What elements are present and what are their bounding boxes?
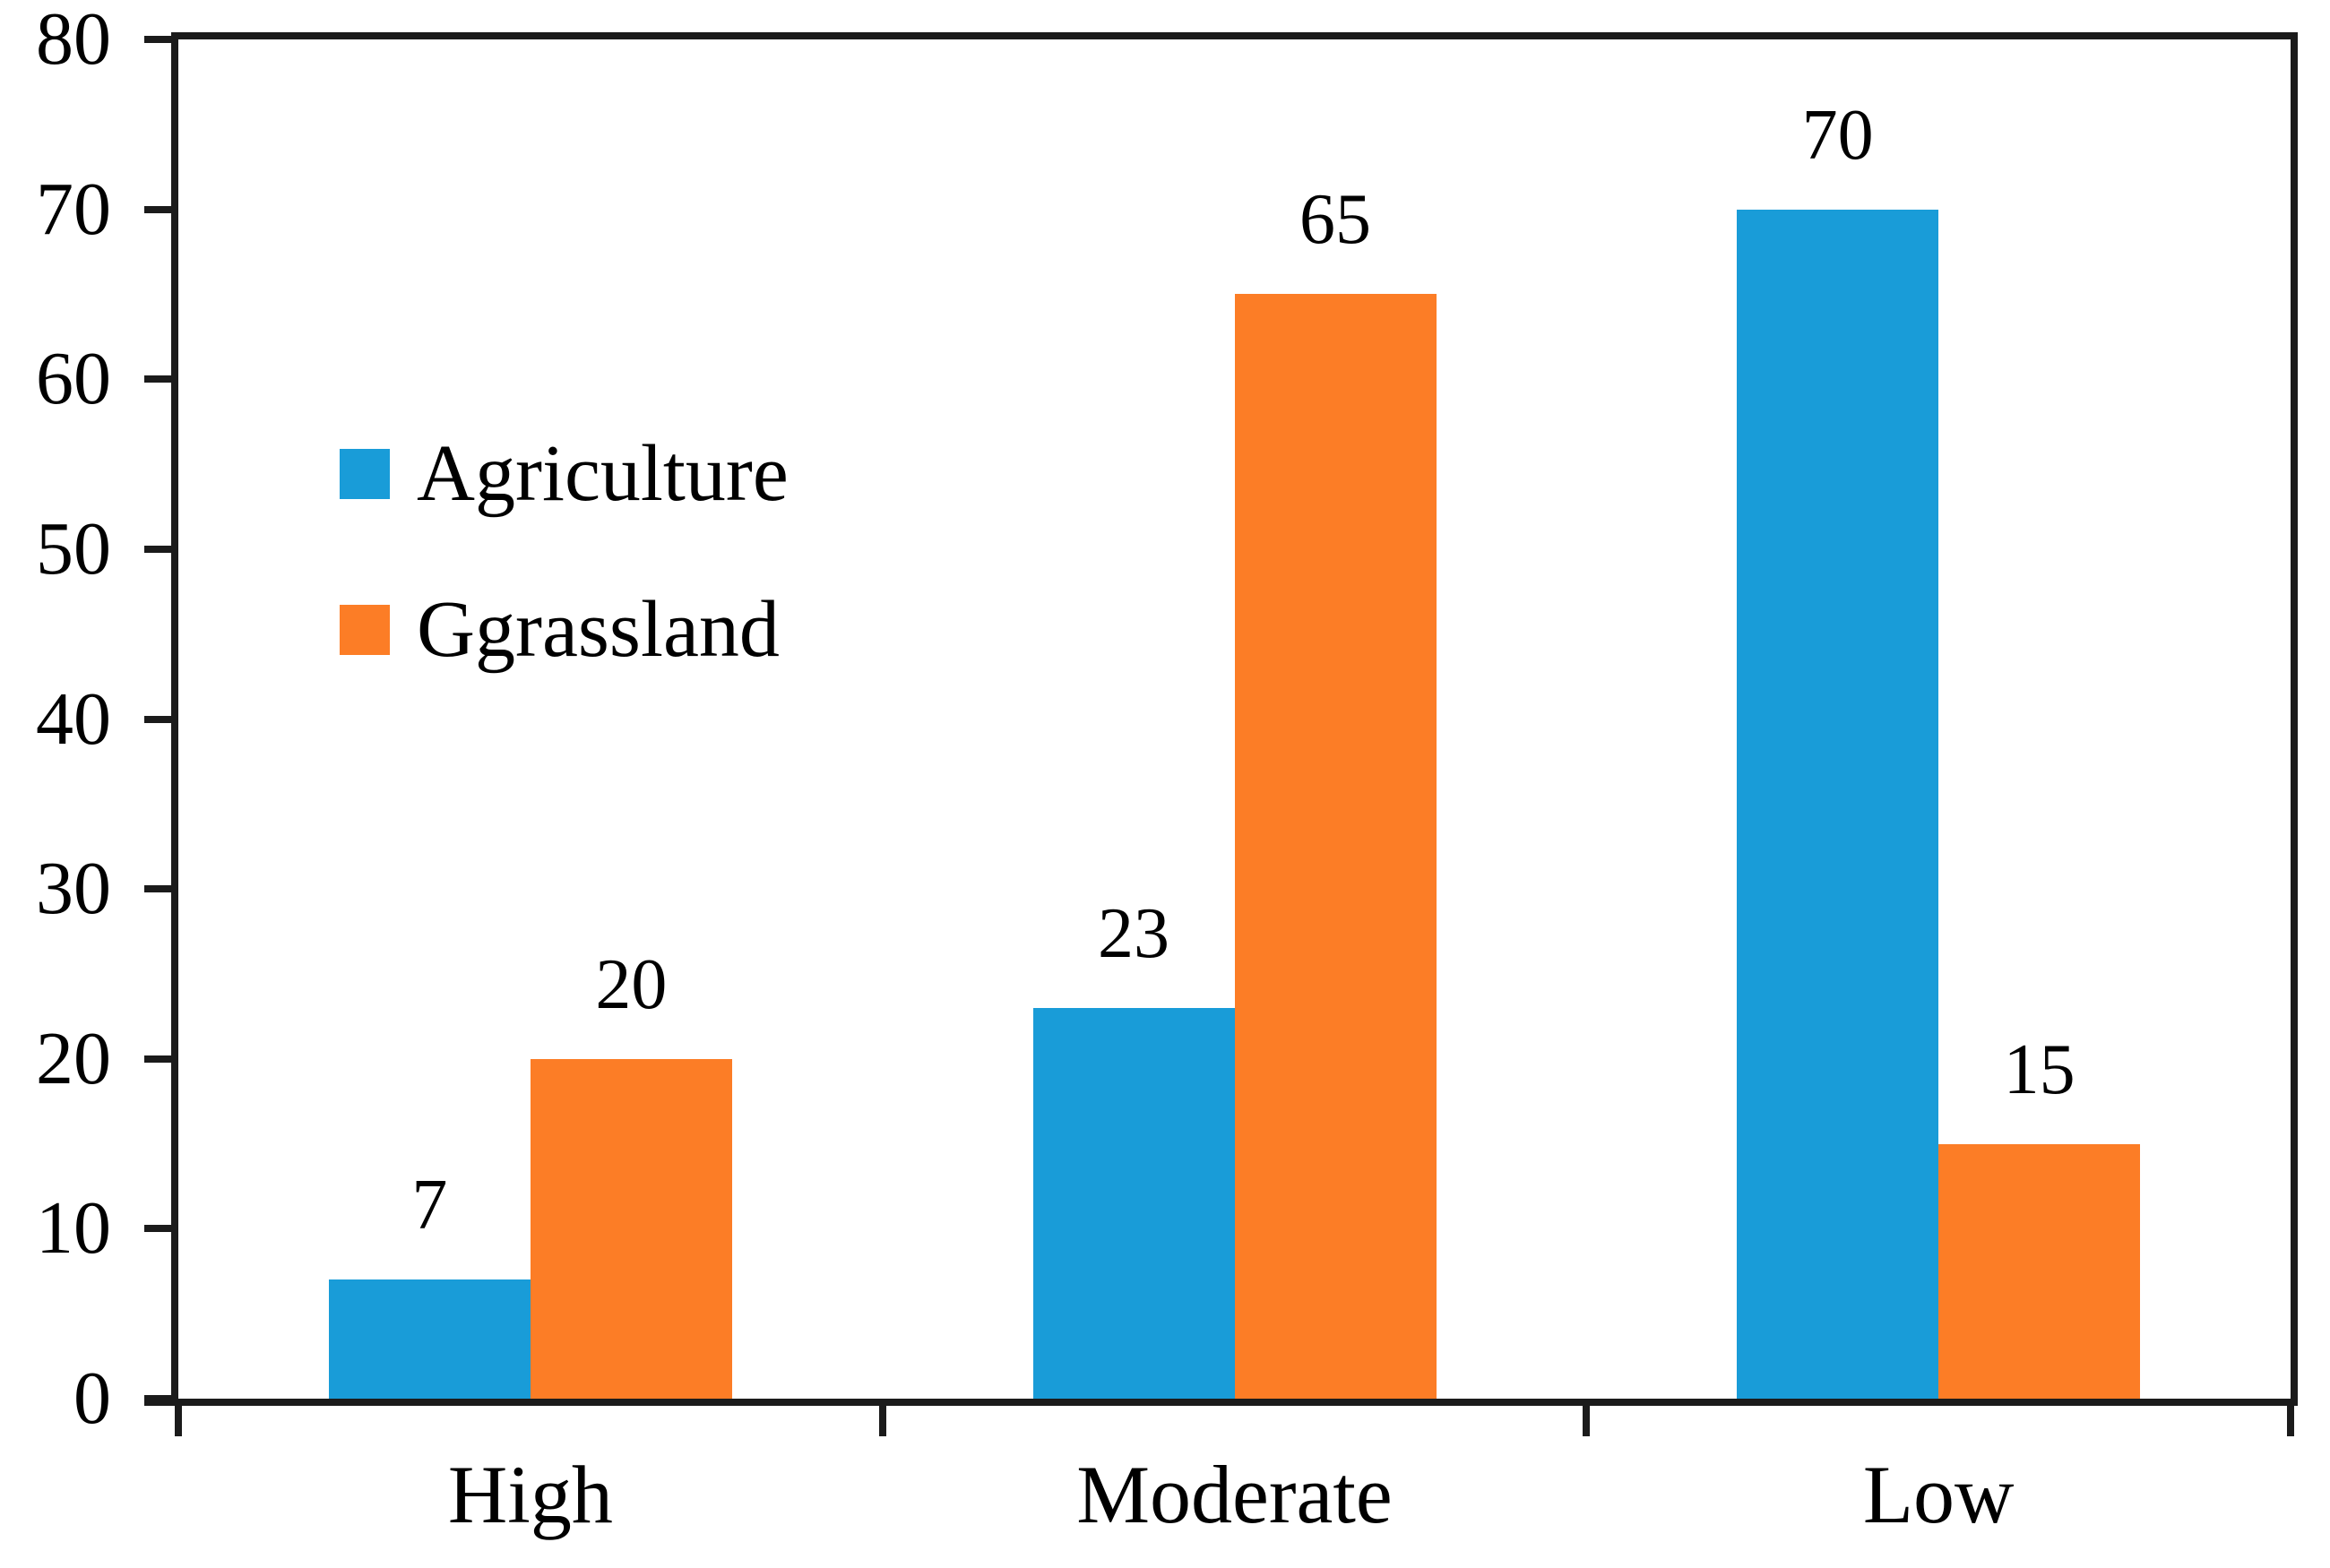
legend-item-agriculture: Agriculture xyxy=(340,425,789,523)
y-axis-tick xyxy=(144,205,171,213)
y-axis-tick xyxy=(144,36,171,43)
category-label-low: Low xyxy=(1862,1449,2015,1540)
y-axis-tick-label: 30 xyxy=(36,847,111,931)
y-axis-tick xyxy=(144,885,171,893)
bar-ggrassland-high: 20 xyxy=(530,945,732,1399)
y-axis-tick-label: 60 xyxy=(36,337,111,421)
x-axis-tick xyxy=(2287,1406,2294,1436)
bar-groups: 7 20 23 65 70 15 xyxy=(178,39,2291,1399)
plot-area: 7 20 23 65 70 15 Agriculture Ggrassland 0 10 20 3… xyxy=(36,0,2298,1540)
x-axis-tick xyxy=(878,1406,886,1436)
bar-group-high: 7 20 xyxy=(178,39,883,1399)
y-axis-tick-label: 80 xyxy=(36,0,111,81)
category-label-moderate: Moderate xyxy=(1076,1449,1393,1540)
bar-group-moderate: 23 65 xyxy=(883,39,1587,1399)
bar-agriculture-low: 70 xyxy=(1737,96,1939,1399)
y-axis-tick-label: 10 xyxy=(36,1186,111,1271)
legend-swatch-icon xyxy=(340,605,390,655)
x-axis-tick xyxy=(175,1406,182,1436)
y-axis-tick xyxy=(144,715,171,723)
bar-value-label: 65 xyxy=(1299,180,1371,260)
bar-value-label: 23 xyxy=(1098,893,1169,973)
y-axis-tick-label: 20 xyxy=(36,1016,111,1100)
bar-value-label: 15 xyxy=(2003,1030,2075,1109)
legend-label: Agriculture xyxy=(417,429,789,518)
y-axis-tick xyxy=(144,545,171,553)
legend-label: Ggrassland xyxy=(417,585,780,674)
y-axis-tick-label: 70 xyxy=(36,167,111,251)
bar-ggrassland-moderate: 65 xyxy=(1234,180,1437,1399)
y-axis-tick xyxy=(144,1225,171,1233)
y-axis-tick xyxy=(144,1055,171,1063)
category-label-high: High xyxy=(447,1449,613,1540)
y-axis-tick-label: 40 xyxy=(36,676,111,761)
legend-item-ggrassland: Ggrassland xyxy=(340,581,789,679)
bar-value-label: 70 xyxy=(1801,95,1874,175)
bar-agriculture-high: 7 xyxy=(328,1166,531,1399)
y-axis-tick-label: 0 xyxy=(73,1357,111,1440)
bar-agriculture-moderate: 23 xyxy=(1032,894,1235,1399)
legend-swatch-icon xyxy=(340,449,390,499)
x-axis-tick xyxy=(1583,1406,1591,1436)
bar-value-label: 20 xyxy=(595,944,668,1024)
legend: Agriculture Ggrassland xyxy=(340,425,789,679)
y-axis-tick xyxy=(144,375,171,383)
x-axis-origin-stub xyxy=(144,1399,178,1406)
y-axis-tick-label: 50 xyxy=(36,506,111,590)
bar-ggrassland-low: 15 xyxy=(1938,1030,2141,1399)
bar-group-low: 70 15 xyxy=(1586,39,2291,1399)
bar-value-label: 7 xyxy=(411,1166,448,1245)
